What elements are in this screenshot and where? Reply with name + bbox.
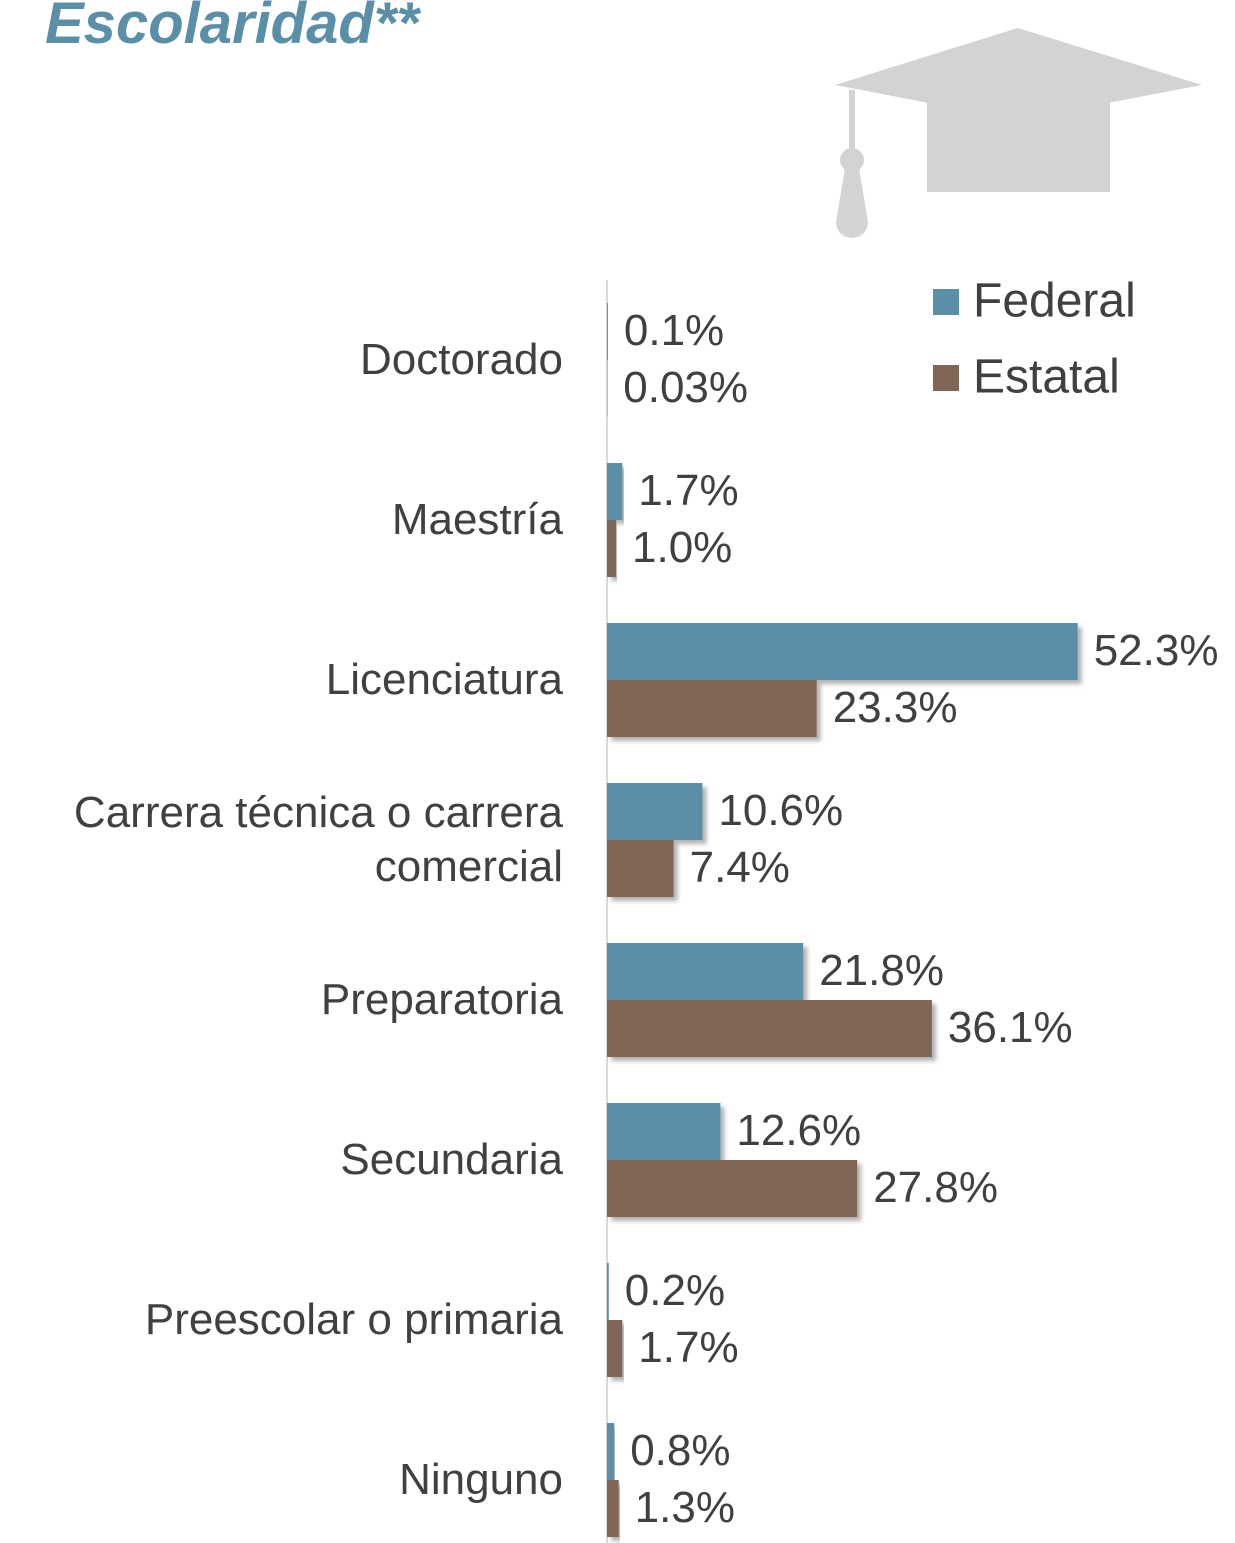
value-label: 1.7% [638,466,738,515]
bar [607,1263,609,1320]
bar [607,840,674,897]
bar [607,1480,619,1537]
value-label: 36.1% [948,1003,1073,1052]
value-label: 12.6% [736,1106,861,1155]
category-label: Carrera técnica o carrera comercial [73,788,563,891]
value-label: 23.3% [833,683,958,732]
bar [607,680,817,737]
value-label: 0.2% [625,1266,725,1315]
bar [607,1423,615,1480]
value-label: 0.03% [623,363,748,412]
value-label: 27.8% [873,1163,998,1212]
legend-swatch [933,289,959,315]
value-label: 21.8% [819,946,944,995]
category-label: Secundaria [340,1135,563,1184]
graduation-cap-icon [835,28,1202,238]
category-label: Doctorado [359,335,563,384]
category-label: Preescolar o primaria [144,1295,563,1344]
category-label: Preparatoria [320,975,563,1024]
bar [607,1320,623,1377]
bar [607,1160,858,1217]
bar [607,303,608,360]
value-label: 1.7% [638,1323,738,1372]
bar [607,463,623,520]
legend-swatch [933,365,959,391]
bar [607,943,804,1000]
value-label: 7.4% [690,843,790,892]
category-label: Maestría [391,495,563,544]
bar [607,623,1078,680]
category-label: Licenciatura [325,655,563,704]
bar [607,783,703,840]
bar [607,520,616,577]
value-label: 0.8% [630,1426,730,1475]
value-label: 1.0% [632,523,732,572]
chart-title: Escolaridad** [45,0,419,56]
value-label: 1.3% [635,1483,735,1532]
bar [607,1000,932,1057]
legend-label: Estatal [973,351,1120,404]
value-label: 52.3% [1094,626,1219,675]
value-label: 10.6% [718,786,843,835]
category-label: Ninguno [399,1455,563,1504]
value-label: 0.1% [624,306,724,355]
bar [607,1103,721,1160]
legend-label: Federal [973,275,1136,328]
